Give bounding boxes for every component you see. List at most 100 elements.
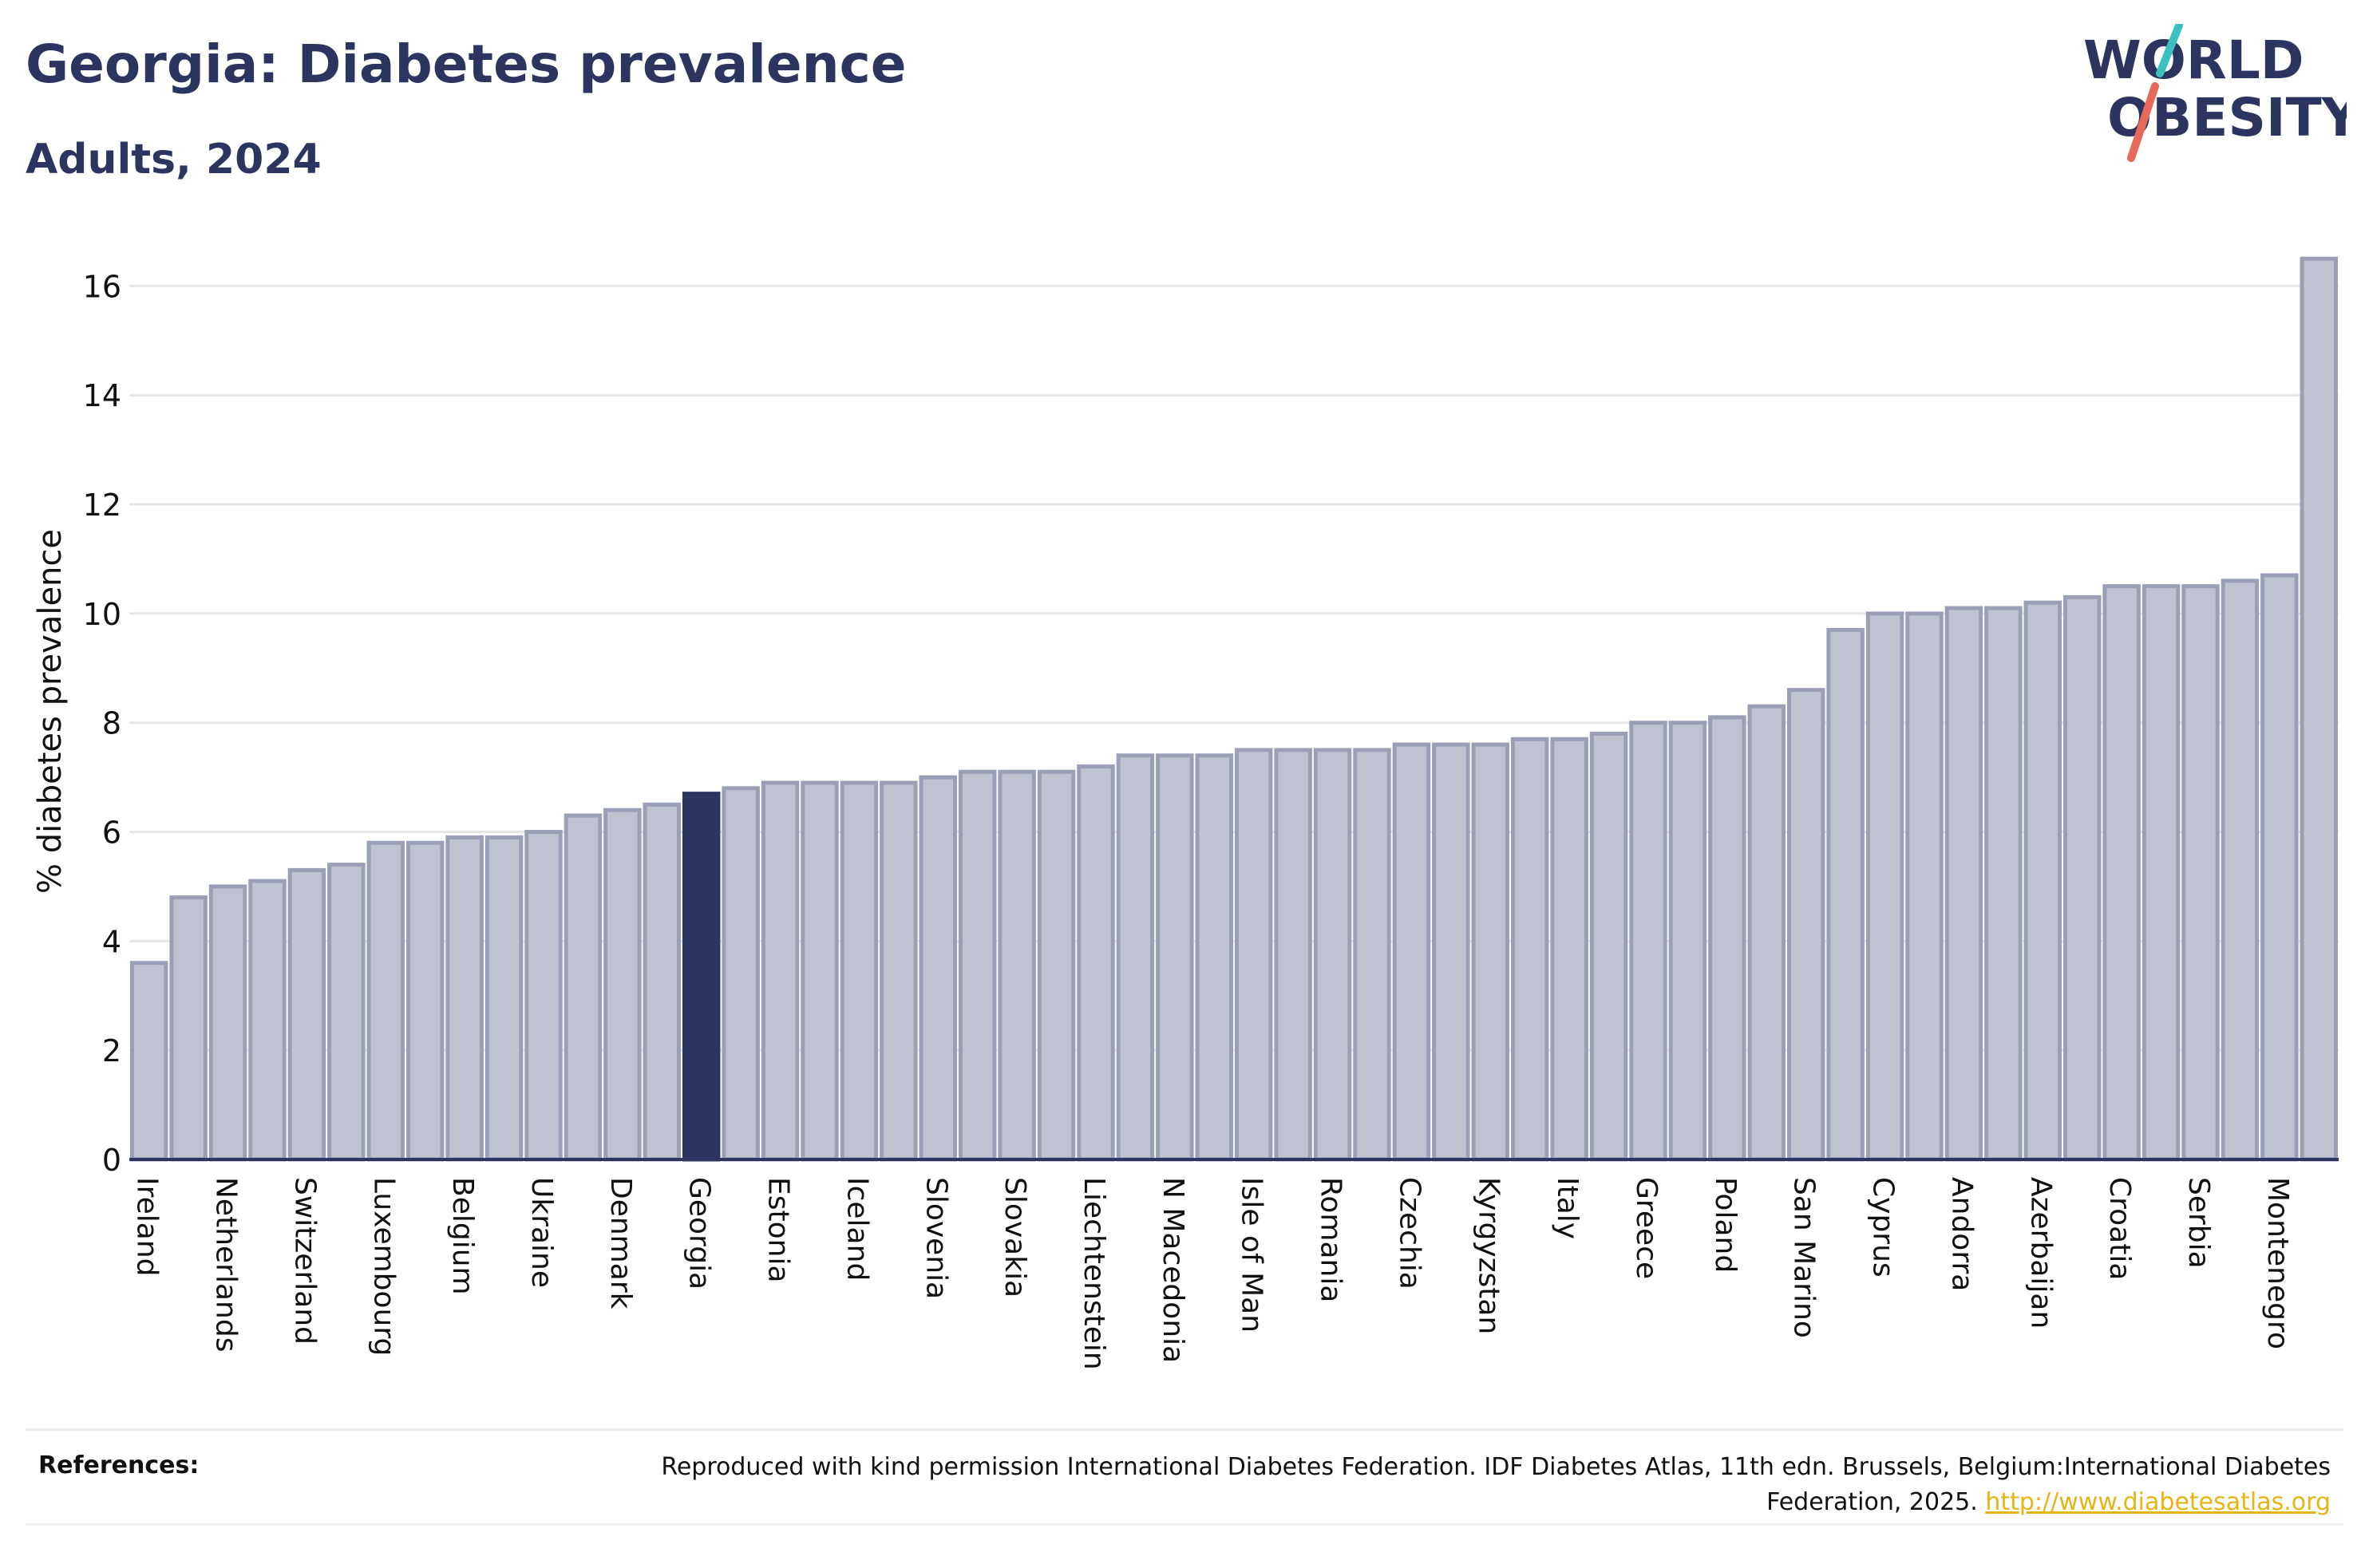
bar bbox=[1353, 748, 1391, 1162]
bar-highlighted bbox=[682, 792, 721, 1162]
x-tick-label: Azerbaijan bbox=[2024, 1177, 2057, 1329]
bar bbox=[1510, 737, 1549, 1162]
chart-subtitle: Adults, 2024 bbox=[26, 136, 322, 184]
x-tick-label: Georgia bbox=[683, 1177, 716, 1290]
x-tick-label: Denmark bbox=[604, 1177, 637, 1309]
x-tick-label: Switzerland bbox=[288, 1177, 321, 1345]
x-tick-label: Croatia bbox=[2103, 1177, 2136, 1280]
bar bbox=[1077, 764, 1115, 1162]
x-tick-label: Belgium bbox=[446, 1177, 479, 1295]
bar bbox=[1550, 737, 1588, 1162]
references-box: References: Reproduced with kind permiss… bbox=[26, 1428, 2343, 1526]
bar-chart: 0 2 4 6 8 10 12 14 16 Ireland Netherlands Switzerl… bbox=[32, 256, 2339, 1370]
bar bbox=[524, 830, 563, 1162]
x-tick-label: Montenegro bbox=[2261, 1177, 2294, 1349]
bar bbox=[1708, 715, 1746, 1162]
bar bbox=[2062, 594, 2102, 1162]
bar bbox=[1668, 721, 1707, 1162]
chart-title: Georgia: Diabetes prevalence bbox=[26, 34, 907, 95]
y-axis-label: % diabetes prevalence bbox=[32, 529, 69, 894]
y-tick-label: 10 bbox=[83, 597, 121, 632]
bar bbox=[1116, 753, 1155, 1162]
x-tick-label: Iceland bbox=[840, 1177, 873, 1281]
bar bbox=[958, 769, 997, 1162]
bar bbox=[327, 863, 366, 1162]
bar bbox=[129, 961, 168, 1162]
logo-slash-red bbox=[2127, 82, 2159, 162]
y-tick-label: 0 bbox=[102, 1143, 121, 1178]
x-tick-label: San Marino bbox=[1788, 1177, 1821, 1338]
y-tick-label: 6 bbox=[102, 816, 121, 851]
bar bbox=[1589, 731, 1628, 1162]
bar bbox=[801, 780, 839, 1162]
bar bbox=[248, 879, 287, 1162]
x-tick-label: Liechtenstein bbox=[1078, 1177, 1110, 1370]
bar bbox=[1432, 742, 1470, 1162]
x-tick-label: Ukraine bbox=[525, 1177, 558, 1288]
bar bbox=[2260, 573, 2299, 1162]
x-tick-label: Italy bbox=[1551, 1177, 1584, 1239]
x-tick-label: Poland bbox=[1709, 1177, 1742, 1273]
bar bbox=[405, 840, 445, 1162]
y-tick-label: 8 bbox=[102, 706, 121, 741]
bar bbox=[1313, 748, 1352, 1162]
x-tick-label: Ireland bbox=[131, 1177, 164, 1277]
bar bbox=[1944, 606, 1983, 1162]
y-tick-label: 2 bbox=[102, 1033, 121, 1068]
x-tick-label: Isle of Man bbox=[1236, 1177, 1268, 1333]
x-tick-label: Netherlands bbox=[210, 1177, 243, 1352]
bar bbox=[1195, 753, 1234, 1162]
bar bbox=[1629, 721, 1667, 1162]
bar bbox=[722, 786, 760, 1162]
bar bbox=[1905, 611, 1944, 1162]
x-tick-label: Estonia bbox=[762, 1177, 795, 1283]
bar bbox=[564, 813, 603, 1162]
x-tick-label: Slovakia bbox=[999, 1177, 1031, 1297]
bar bbox=[169, 895, 208, 1162]
bar bbox=[1274, 748, 1312, 1162]
bar bbox=[1786, 688, 1825, 1162]
bar bbox=[1037, 769, 1076, 1162]
x-tick-label: Greece bbox=[1630, 1177, 1663, 1279]
bar bbox=[761, 780, 800, 1162]
y-tick-label: 12 bbox=[83, 488, 121, 523]
y-tick-label: 14 bbox=[83, 378, 121, 413]
bar bbox=[1826, 627, 1865, 1162]
bar bbox=[2221, 579, 2260, 1162]
x-tick-label: Luxembourg bbox=[367, 1177, 400, 1356]
bar bbox=[1865, 611, 1904, 1162]
bar bbox=[484, 835, 524, 1162]
bar bbox=[840, 780, 879, 1162]
bar bbox=[2142, 584, 2181, 1162]
x-tick-label: Kyrgyzstan bbox=[1472, 1177, 1505, 1334]
x-tick-label: Slovenia bbox=[919, 1177, 952, 1299]
references-body: Reproduced with kind permission Internat… bbox=[661, 1453, 2331, 1516]
bar bbox=[1392, 742, 1431, 1162]
references-label: References: bbox=[38, 1451, 200, 1479]
bar bbox=[2181, 584, 2220, 1162]
bar bbox=[919, 775, 958, 1162]
y-tick-labels: 0 2 4 6 8 10 12 14 16 bbox=[83, 269, 121, 1178]
bar bbox=[2102, 584, 2141, 1162]
bar bbox=[287, 867, 326, 1162]
x-tick-label: N Macedonia bbox=[1157, 1177, 1189, 1363]
x-tick-label: Czechia bbox=[1393, 1177, 1426, 1290]
references-link[interactable]: http://www.diabetesatlas.org bbox=[1985, 1488, 2331, 1516]
bar bbox=[366, 840, 405, 1162]
bars bbox=[129, 256, 2339, 1162]
world-obesity-logo: WORLD OBESITY bbox=[2083, 24, 2347, 162]
bar bbox=[643, 802, 682, 1162]
y-tick-label: 4 bbox=[102, 924, 121, 959]
bar bbox=[2300, 256, 2339, 1162]
bar bbox=[1234, 748, 1273, 1162]
bar bbox=[1156, 753, 1194, 1162]
bar bbox=[1984, 606, 2023, 1162]
x-tick-label: Serbia bbox=[2182, 1177, 2215, 1269]
x-tick-labels: Ireland Netherlands Switzerland Luxembourg B… bbox=[131, 1177, 2294, 1370]
bar bbox=[880, 780, 918, 1162]
x-tick-label: Cyprus bbox=[1867, 1177, 1900, 1278]
bar bbox=[998, 769, 1036, 1162]
bar bbox=[1471, 742, 1510, 1162]
logo-line1: WORLD bbox=[2083, 30, 2304, 91]
y-tick-label: 16 bbox=[83, 269, 121, 304]
